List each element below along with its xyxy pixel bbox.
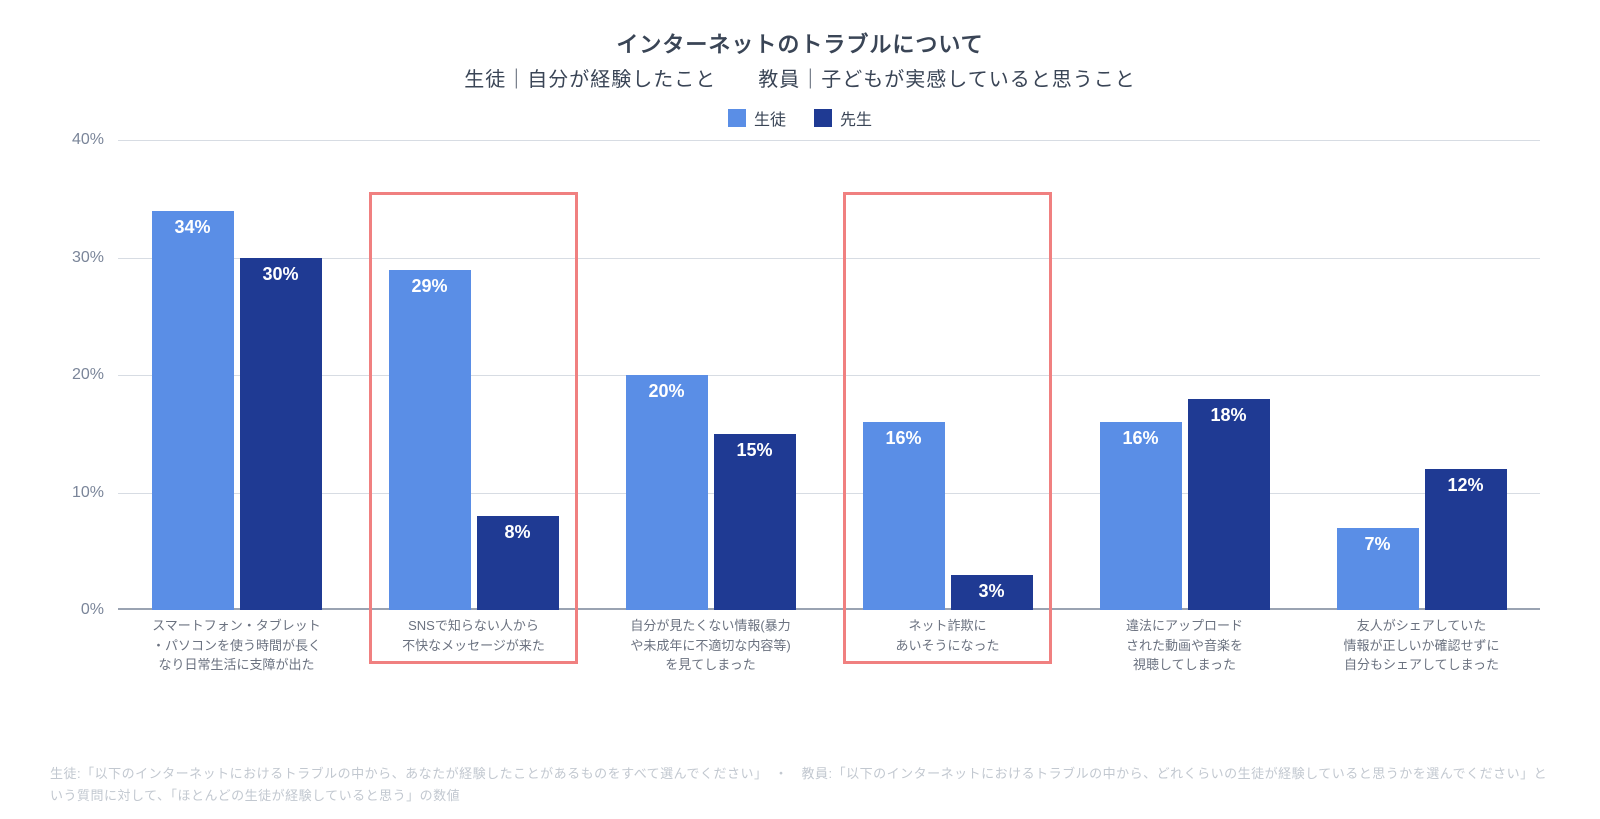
bar-value-label: 15% xyxy=(736,440,772,461)
bar: 16% xyxy=(1100,422,1182,610)
x-axis-labels: スマートフォン・タブレット ・パソコンを使う時間が長く なり日常生活に支障が出た… xyxy=(118,616,1540,675)
bar-group: 7% 12% xyxy=(1303,140,1540,610)
x-axis-label: スマートフォン・タブレット ・パソコンを使う時間が長く なり日常生活に支障が出た xyxy=(118,616,355,675)
x-axis-label: SNSで知らない人から 不快なメッセージが来た xyxy=(355,616,592,675)
bar: 20% xyxy=(626,375,708,610)
bar: 7% xyxy=(1337,528,1419,610)
bar: 8% xyxy=(477,516,559,610)
bar: 18% xyxy=(1188,399,1270,611)
x-axis-label: 自分が見たくない情報(暴力 や未成年に不適切な内容等) を見てしまった xyxy=(592,616,829,675)
bar-value-label: 16% xyxy=(1122,428,1158,449)
x-axis-label: ネット詐欺に あいそうになった xyxy=(829,616,1066,675)
bar-value-label: 34% xyxy=(174,217,210,238)
chart-footnote: 生徒:「以下のインターネットにおけるトラブルの中から、あなたが経験したことがある… xyxy=(50,763,1550,807)
y-tick: 40% xyxy=(72,131,104,149)
bar-group: 16% 18% xyxy=(1066,140,1303,610)
bar-group: 20% 15% xyxy=(592,140,829,610)
legend-item: 生徒 xyxy=(728,106,786,130)
bars-area: 34% 30% 29% 8% 20% 15% 16% 3% 16% 18% 7% 12% xyxy=(118,140,1540,610)
chart-title: インターネットのトラブルについて xyxy=(40,26,1560,63)
chart-titles: インターネットのトラブルについて 生徒｜自分が経験したこと 教員｜子どもが実感し… xyxy=(40,26,1560,92)
bar-value-label: 29% xyxy=(411,276,447,297)
bar-value-label: 3% xyxy=(978,581,1004,602)
bar: 15% xyxy=(714,434,796,610)
bar-value-label: 16% xyxy=(885,428,921,449)
bar-group: 34% 30% xyxy=(118,140,355,610)
bar-value-label: 20% xyxy=(648,381,684,402)
x-axis-label: 違法にアップロード された動画や音楽を 視聴してしまった xyxy=(1066,616,1303,675)
chart-plot: 0%10%20%30%40% 34%30%29%8%20%15%16%3%16%… xyxy=(40,140,1560,660)
legend-swatch xyxy=(814,109,832,127)
x-axis-label: 友人がシェアしていた 情報が正しいか確認せずに 自分もシェアしてしまった xyxy=(1303,616,1540,675)
bar: 29% xyxy=(389,270,471,611)
bar: 12% xyxy=(1425,469,1507,610)
legend-item: 先生 xyxy=(814,106,872,130)
bar: 16% xyxy=(863,422,945,610)
bar-value-label: 30% xyxy=(262,264,298,285)
bar-value-label: 18% xyxy=(1210,405,1246,426)
legend-label: 生徒 xyxy=(754,106,786,130)
bar: 3% xyxy=(951,575,1033,610)
bar-value-label: 12% xyxy=(1447,475,1483,496)
y-tick: 30% xyxy=(72,249,104,267)
y-tick: 10% xyxy=(72,484,104,502)
chart-container: インターネットのトラブルについて 生徒｜自分が経験したこと 教員｜子どもが実感し… xyxy=(0,0,1600,819)
legend-label: 先生 xyxy=(840,106,872,130)
y-tick: 20% xyxy=(72,366,104,384)
chart-legend: 生徒 先生 xyxy=(40,106,1560,130)
y-tick: 0% xyxy=(81,601,104,619)
bar-group: 29% 8% xyxy=(355,140,592,610)
y-axis: 0%10%20%30%40% xyxy=(40,140,110,610)
chart-subtitle: 生徒｜自分が経験したこと 教員｜子どもが実感していると思うこと xyxy=(40,63,1560,92)
bar: 34% xyxy=(152,211,234,611)
bar-value-label: 8% xyxy=(504,522,530,543)
bar-group: 16% 3% xyxy=(829,140,1066,610)
bar: 30% xyxy=(240,258,322,611)
legend-swatch xyxy=(728,109,746,127)
bar-value-label: 7% xyxy=(1364,534,1390,555)
